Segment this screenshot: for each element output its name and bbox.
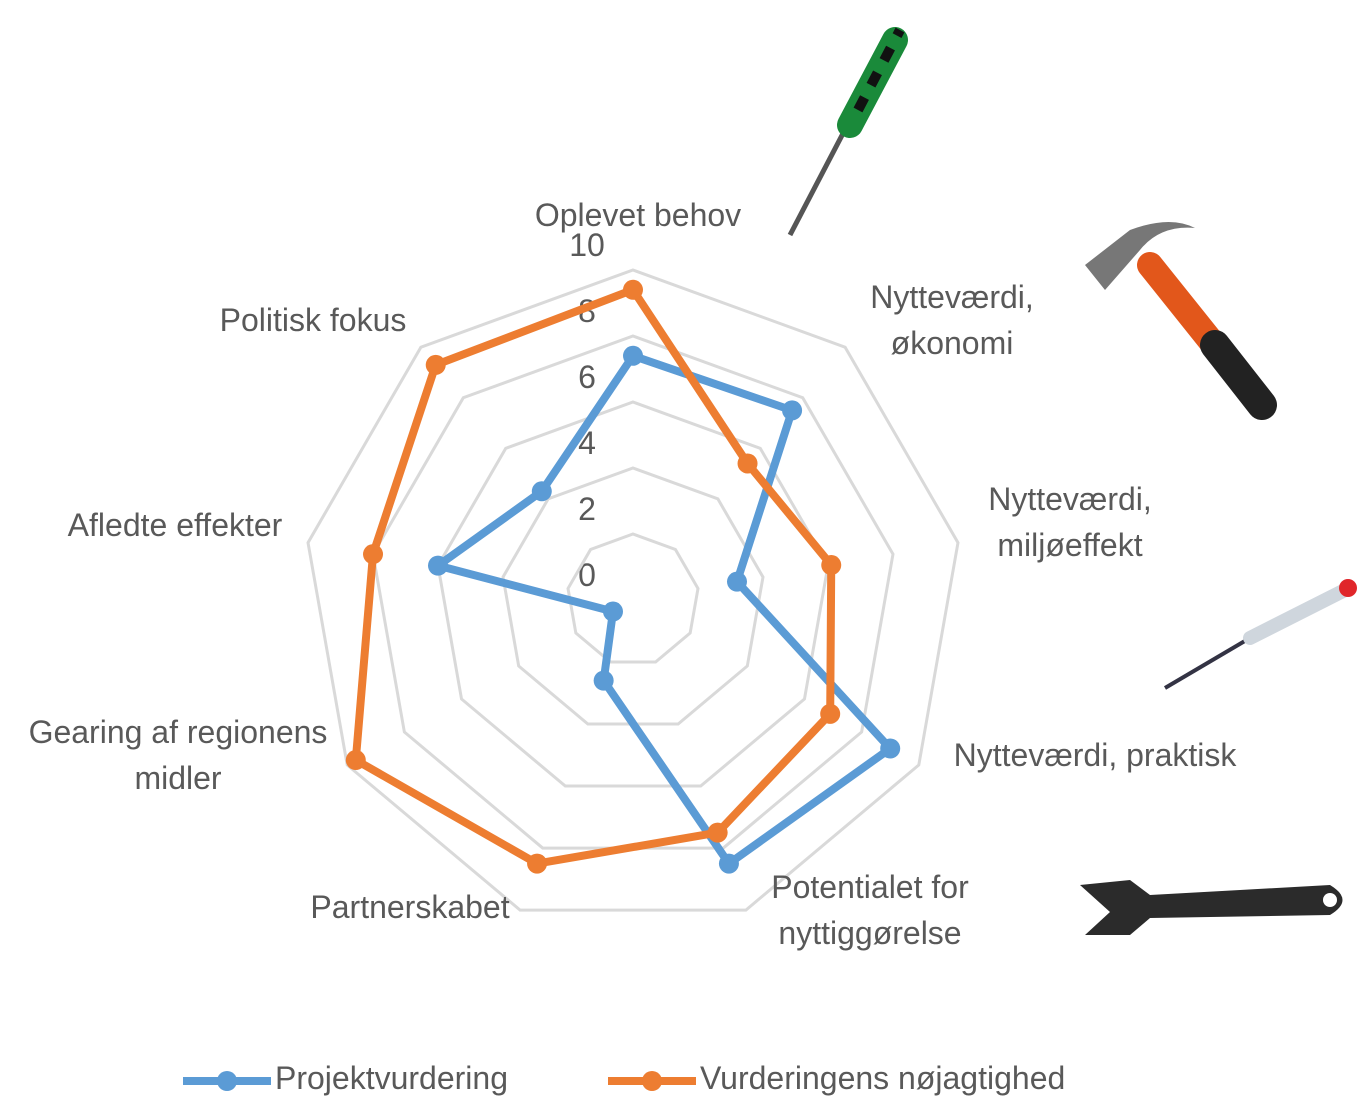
point	[718, 853, 739, 874]
point	[428, 555, 449, 576]
grid-ring	[371, 334, 895, 850]
point	[345, 750, 366, 771]
point	[737, 453, 758, 474]
tool-wrench	[1080, 880, 1343, 935]
axis-label: Gearing af regionens midler	[28, 714, 328, 796]
point	[782, 400, 803, 421]
axis-label: Afledte effekter	[67, 507, 283, 543]
point	[593, 670, 614, 691]
point	[363, 544, 384, 565]
point	[623, 345, 643, 366]
axis-label: Nytteværdi, praktisk	[953, 737, 1237, 773]
axis-label: Politisk fokus	[219, 302, 407, 338]
r-tick-label: 6	[578, 359, 596, 395]
axis-label: Nytteværdi, økonomi	[870, 279, 1034, 361]
legend-marker	[217, 1071, 237, 1091]
r-tick-label: 0	[578, 557, 596, 593]
tool-hammer	[1085, 221, 1277, 420]
point	[527, 853, 548, 874]
legend-label: Vurderingens nøjagtighed	[700, 1060, 1066, 1096]
tool-tester	[1163, 579, 1357, 690]
point	[820, 703, 841, 724]
grid-ring	[436, 400, 830, 788]
point	[425, 354, 446, 375]
point	[623, 279, 643, 300]
series-line	[434, 352, 895, 868]
point	[821, 555, 842, 576]
point	[602, 601, 623, 622]
point	[726, 571, 747, 592]
point	[880, 738, 901, 759]
grid-ring	[306, 268, 960, 912]
grid-ring	[566, 532, 700, 664]
axis-label: Nytteværdi, miljøeffekt	[988, 481, 1152, 563]
r-tick-label: 10	[569, 227, 605, 263]
point	[707, 822, 728, 843]
series-line	[351, 286, 836, 868]
axis-label: Oplevet behov	[534, 197, 742, 233]
r-tick-label: 2	[578, 491, 596, 527]
point	[531, 481, 552, 502]
tool-screwdriver	[787, 27, 908, 237]
axis-label: Potentialet for nyttiggørelse	[771, 869, 969, 951]
legend-marker	[642, 1071, 662, 1091]
axis-label: Partnerskabet	[310, 889, 510, 925]
legend-label: Projektvurdering	[275, 1060, 508, 1096]
